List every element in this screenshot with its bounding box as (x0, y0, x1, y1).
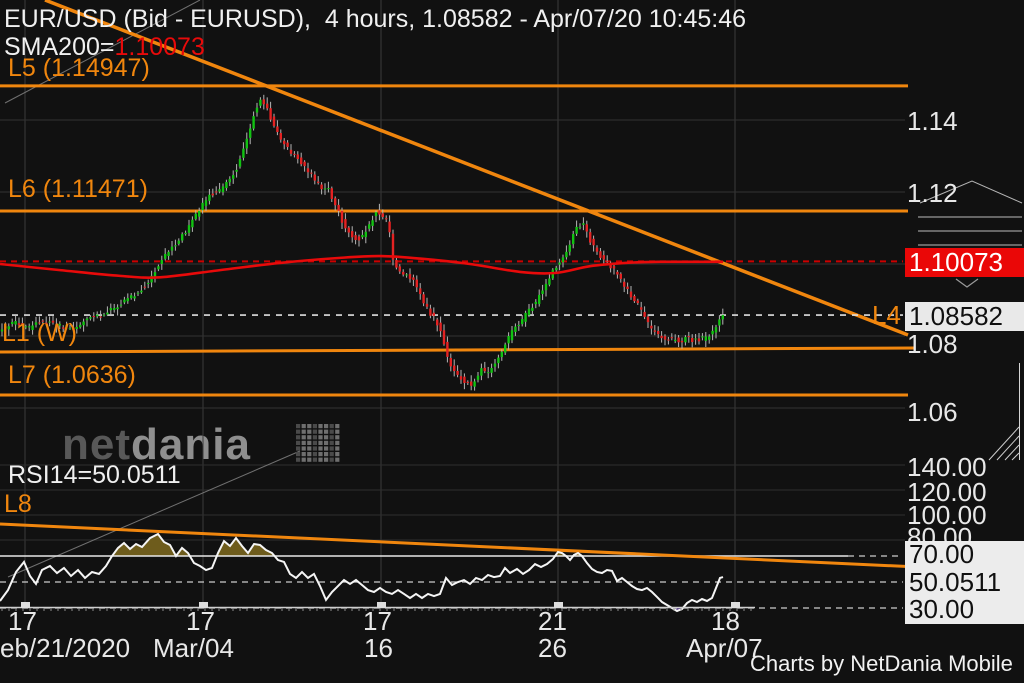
date-label-1: eb/21/2020 (0, 633, 131, 663)
chart-title: EUR/USD (Bid - EURUSD), 4 hours, 1.08582… (4, 5, 747, 33)
rsi-tick-120: 120.00 (907, 477, 987, 507)
date-label-2: Mar/04 (153, 633, 234, 663)
rsi-tick-50: 50.0511 (909, 566, 1002, 597)
level-label-l4[interactable]: L4 (872, 300, 901, 330)
watermark-net: net (62, 420, 131, 469)
price-tick-108: 1.08 (907, 329, 958, 359)
price-tick-114: 1.14 (907, 106, 958, 136)
rsi-tick-30: 30.00 (909, 594, 975, 625)
branding-credit: Charts by NetDania Mobile (750, 651, 1013, 676)
level-label-l6[interactable]: L6 (1.11471) (8, 175, 148, 203)
rsi-tick-100: 100.00 (907, 500, 987, 530)
sma-label: SMA200= (4, 33, 115, 61)
sma-value: 1.10073 (114, 33, 205, 61)
last-price-badge: 1.08582 (905, 302, 1024, 331)
date-label-3: 16 (364, 633, 393, 663)
time-tick-1: 17 (8, 606, 37, 636)
date-label-4: 26 (538, 633, 567, 663)
date-label-5: Apr/07 (686, 633, 763, 663)
level-label-l7[interactable]: L7 (1.0636) (8, 361, 136, 389)
netdania-watermark: netdania (62, 420, 251, 470)
level-label-l8[interactable]: L8 (4, 490, 32, 518)
rsi-tick-70: 70.00 (909, 539, 975, 569)
time-tick-5: 18 (711, 606, 740, 636)
time-tick-3: 17 (363, 606, 392, 636)
time-tick-2: 17 (186, 606, 215, 636)
rsi-badge-block: 70.00 50.0511 30.00 (905, 539, 1024, 625)
level-label-l1[interactable]: L1 (W) (2, 319, 77, 347)
rsi-tick-140: 140.00 (907, 452, 987, 482)
rsi-indicator-label: RSI14=50.0511 (8, 461, 181, 489)
sma-indicator-label: SMA200=1.10073 (4, 33, 205, 62)
price-tick-106: 1.06 (907, 397, 958, 427)
time-tick-4: 21 (538, 606, 567, 636)
sma-price-badge: 1.10073 (905, 248, 1024, 277)
price-tick-112: 1.12 (907, 178, 958, 208)
watermark-dania: dania (131, 420, 251, 469)
level-label-l5[interactable]: L5 (1.14947) (8, 54, 150, 82)
